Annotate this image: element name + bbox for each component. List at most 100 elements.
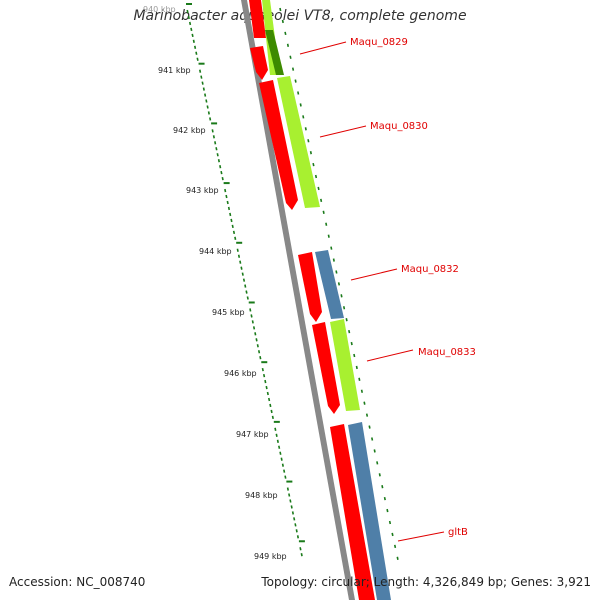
- ruler-minor-tick: [209, 117, 212, 121]
- ruler-minor-tick: [271, 415, 274, 420]
- ruler-minor-tick: [355, 365, 358, 370]
- ruler-minor-tick: [309, 151, 312, 155]
- ruler-minor-tick: [226, 200, 229, 205]
- ruler-minor-tick: [188, 21, 192, 26]
- ruler-minor-tick: [270, 409, 273, 414]
- ruler-minor-tick: [279, 451, 282, 455]
- ruler-minor-tick: [378, 473, 381, 477]
- ruler-minor-tick: [291, 511, 295, 515]
- ruler-minor-tick: [257, 350, 261, 354]
- ruler-minor-tick: [261, 367, 264, 372]
- ruler-minor-tick: [281, 463, 284, 467]
- gene-label-maqu0832[interactable]: Maqu_0832: [401, 264, 459, 275]
- feature-darkgreen-top[interactable]: [265, 30, 284, 75]
- ruler-minor-tick: [196, 57, 199, 61]
- ruler-minor-tick: [302, 115, 305, 119]
- ruler-minor-tick: [373, 449, 376, 453]
- feature-red-a[interactable]: [298, 252, 322, 322]
- ruler-minor-tick: [340, 294, 343, 298]
- ruler-minor-tick: [345, 318, 348, 322]
- ruler-minor-tick: [386, 508, 389, 513]
- feature-blue-maqu0832[interactable]: [315, 250, 344, 319]
- ruler-minor-tick: [227, 206, 231, 211]
- ruler-minor-tick: [290, 505, 293, 509]
- feature-tracks[interactable]: [249, 0, 391, 600]
- ruler-minor-tick: [278, 445, 281, 449]
- ruler-minor-tick: [246, 296, 249, 300]
- ruler-minor-tick: [284, 31, 287, 36]
- ruler-minor-tick: [256, 344, 259, 348]
- feature-red-top[interactable]: [249, 0, 266, 38]
- ruler-minor-tick: [254, 332, 257, 336]
- ruler-minor-tick: [206, 105, 209, 109]
- gene-label-maqu0830[interactable]: Maqu_0830: [370, 121, 428, 132]
- ruler-minor-tick: [312, 162, 315, 167]
- ruler-minor-tick: [350, 341, 353, 346]
- ruler-minor-tick: [239, 260, 242, 264]
- ruler-minor-tick: [330, 246, 333, 250]
- ruler-minor-tick: [294, 79, 297, 83]
- ruler-minor-tick: [211, 129, 214, 133]
- ruler-minor-tick: [186, 9, 189, 14]
- ruler-minor-tick: [236, 248, 239, 252]
- ruler-minor-tick: [371, 437, 374, 441]
- ruler-minor-tick: [358, 377, 361, 382]
- ruler-minor-tick: [307, 139, 310, 143]
- ruler-minor-tick: [325, 222, 328, 226]
- ruler-minor-tick: [242, 278, 246, 282]
- feature-red-maqu0829[interactable]: [250, 46, 268, 80]
- ruler-labels: 940 kbp 941 kbp 942 kbp 943 kbp 944 kbp …: [143, 5, 287, 561]
- ruler-minor-tick: [264, 379, 267, 384]
- gene-labels: Maqu_0829 Maqu_0830 Maqu_0832 Maqu_0833 …: [350, 37, 476, 538]
- ruler-minor-tick: [365, 413, 369, 417]
- ruler-label-941: 941 kbp: [158, 66, 191, 75]
- ruler-label-948: 948 kbp: [245, 491, 278, 500]
- leader-maqu0830: [319, 125, 367, 138]
- ruler-minor-tick: [240, 266, 243, 270]
- ruler-minor-tick: [193, 45, 197, 49]
- ruler-minor-tick: [215, 147, 218, 151]
- ruler-minor-tick: [229, 212, 232, 217]
- ruler-minor-tick: [288, 493, 291, 497]
- leader-maqu0832: [350, 268, 398, 281]
- feature-red-b[interactable]: [312, 322, 340, 414]
- ruler-minor-tick: [231, 224, 234, 229]
- ruler-minor-tick: [297, 91, 300, 95]
- ruler-minor-tick: [360, 389, 363, 393]
- ruler-minor-tick: [286, 43, 290, 47]
- ruler-minor-tick: [249, 308, 252, 312]
- ruler-label-946: 946 kbp: [224, 369, 257, 378]
- ruler-minor-tick: [294, 523, 297, 527]
- ruler-minor-tick: [327, 234, 330, 238]
- feature-red-c[interactable]: [330, 424, 375, 600]
- ruler-minor-tick: [391, 532, 394, 537]
- ruler-minor-tick: [221, 176, 224, 181]
- ruler-minor-tick: [201, 81, 204, 85]
- ruler-label-940: 940 kbp: [143, 5, 176, 14]
- ruler-minor-tick: [255, 338, 258, 342]
- accession-text: Accession: NC_008740: [9, 575, 146, 589]
- ruler-minor-tick: [212, 135, 215, 139]
- feature-green-maqu0833[interactable]: [330, 319, 360, 411]
- ruler-minor-tick: [383, 496, 386, 501]
- ruler-minor-tick: [207, 111, 210, 115]
- ruler-minor-tick: [230, 218, 233, 223]
- gene-label-gltb[interactable]: gltB: [448, 527, 468, 538]
- feature-red-maqu0830[interactable]: [259, 80, 298, 210]
- gene-label-maqu0829[interactable]: Maqu_0829: [350, 37, 408, 48]
- ruler-minor-tick: [393, 544, 397, 549]
- ruler-minor-tick: [276, 439, 279, 443]
- ruler-minor-tick: [195, 51, 198, 55]
- feature-green-maqu0830[interactable]: [277, 76, 320, 208]
- gene-label-maqu0833[interactable]: Maqu_0833: [418, 347, 476, 358]
- ruler-minor-tick: [232, 230, 236, 235]
- ruler-minor-tick: [293, 517, 296, 521]
- ruler-label-945: 945 kbp: [212, 308, 245, 317]
- label-leaders: [299, 41, 445, 542]
- ruler-minor-tick: [283, 469, 286, 473]
- ruler-minor-tick: [284, 475, 287, 479]
- ruler-minor-tick: [202, 87, 205, 91]
- feature-blue-gltb[interactable]: [348, 422, 391, 600]
